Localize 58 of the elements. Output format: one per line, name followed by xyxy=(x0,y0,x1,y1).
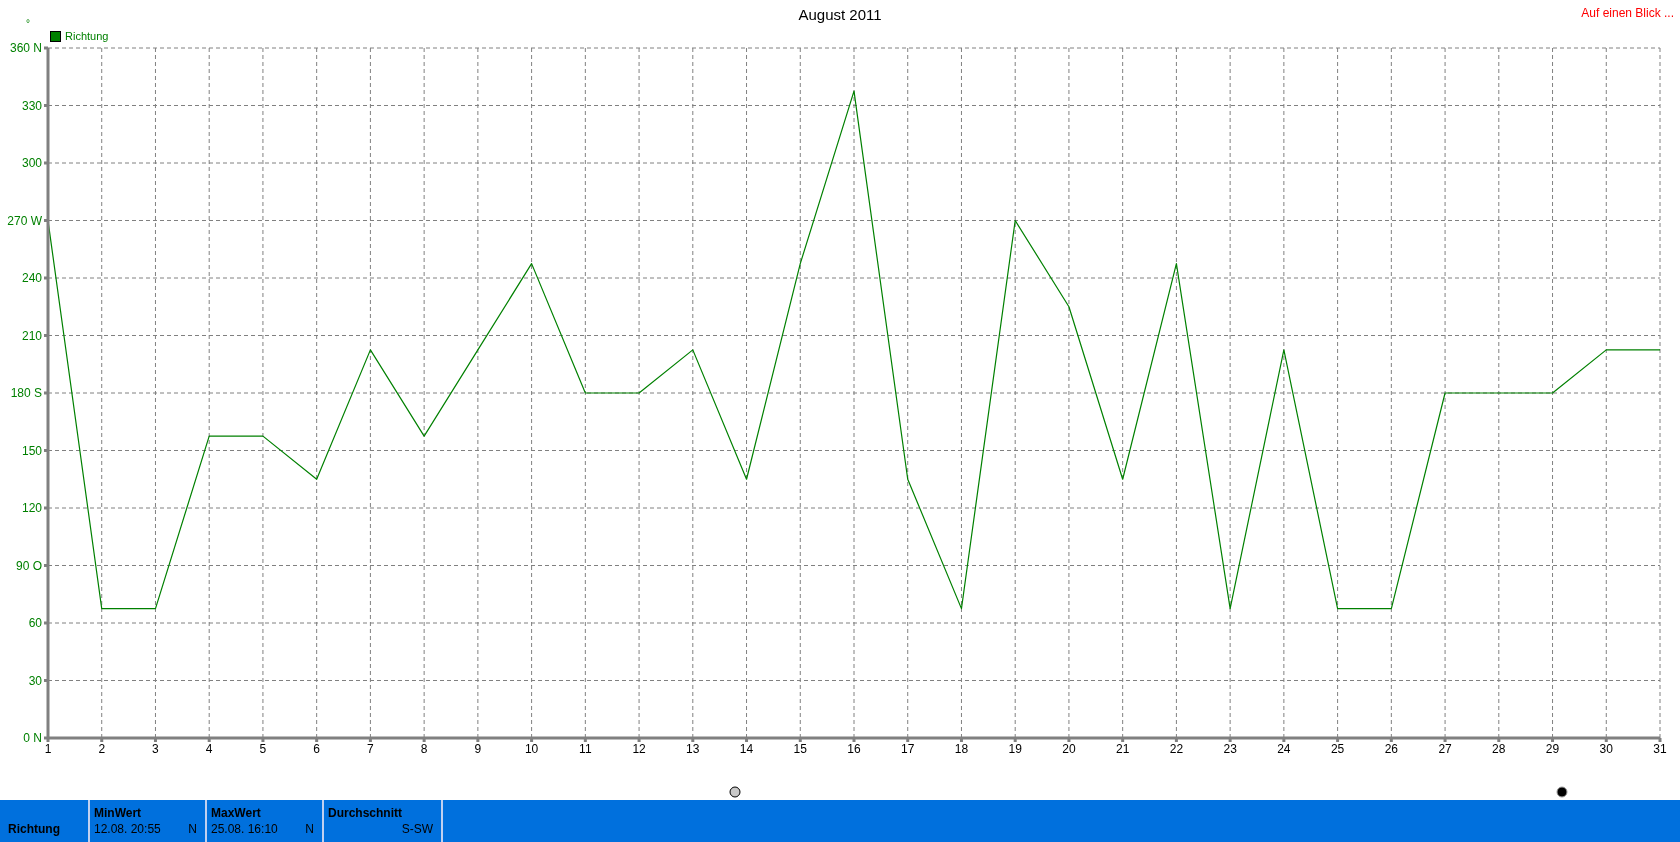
y-tick-label: 330 xyxy=(21,98,43,113)
x-tick-label: 9 xyxy=(474,741,482,756)
x-tick-label: 31 xyxy=(1653,741,1667,756)
x-tick-label: 25 xyxy=(1330,741,1345,756)
y-tick-label: 360 N xyxy=(9,41,42,56)
text: 12.08. 20:55 xyxy=(94,822,161,836)
text: N xyxy=(188,822,197,836)
text: 25.08. 16:10 xyxy=(211,822,278,836)
x-tick-label: 8 xyxy=(420,741,428,756)
x-tick-label: 4 xyxy=(205,741,213,756)
x-tick-label: 23 xyxy=(1223,741,1238,756)
y-tick-label: 240 xyxy=(21,271,43,286)
x-tick-label: 6 xyxy=(313,741,321,756)
x-tick-label: 22 xyxy=(1169,741,1184,756)
x-tick-label: 15 xyxy=(793,741,808,756)
y-tick-label: 30 xyxy=(28,673,43,688)
x-tick-label: 13 xyxy=(686,741,700,756)
x-tick-label: 24 xyxy=(1277,741,1291,756)
x-tick-label: 10 xyxy=(524,741,539,756)
y-tick-label: 150 xyxy=(21,443,43,458)
x-tick-label: 19 xyxy=(1008,741,1023,756)
x-tick-label: 26 xyxy=(1384,741,1399,756)
text: S-SW xyxy=(401,822,433,836)
x-tick-label: 18 xyxy=(954,741,969,756)
y-tick-label: 210 xyxy=(21,328,43,343)
text: MaxWert xyxy=(211,806,261,820)
text: Richtung xyxy=(8,822,60,836)
x-tick-label: 30 xyxy=(1599,741,1614,756)
x-tick-label: 11 xyxy=(579,741,592,756)
x-tick-label: 17 xyxy=(901,741,915,756)
y-tick-label: 0 N xyxy=(23,731,42,746)
y-tick-label: 180 S xyxy=(10,386,42,401)
x-tick-label: 16 xyxy=(847,741,861,756)
text: Auf einen Blick ... xyxy=(1581,6,1674,20)
x-tick-label: 29 xyxy=(1545,741,1560,756)
y-tick-label: 270 W xyxy=(7,213,43,228)
x-tick-label: 7 xyxy=(367,741,375,756)
y-tick-label: 60 xyxy=(28,616,43,631)
text: N xyxy=(305,822,314,836)
text: MinWert xyxy=(94,806,142,820)
x-tick-label: 1 xyxy=(44,741,52,756)
y-tick-label: 90 O xyxy=(15,558,42,573)
y-tick-label: 300 xyxy=(21,156,43,171)
x-tick-label: 27 xyxy=(1438,741,1453,756)
line-series xyxy=(48,90,1660,610)
text: Durchschnitt xyxy=(328,806,403,820)
x-tick-label: 2 xyxy=(98,741,106,756)
x-tick-label: 12 xyxy=(632,741,647,756)
y-axis-title: ° xyxy=(26,18,30,29)
y-tick-label: 120 xyxy=(21,501,43,516)
legend-label: Richtung xyxy=(64,30,109,42)
x-tick-label: 3 xyxy=(152,741,160,756)
x-tick-label: 28 xyxy=(1492,741,1506,756)
x-tick-label: 21 xyxy=(1115,741,1130,756)
x-tick-label: 5 xyxy=(259,741,267,756)
x-tick-label: 14 xyxy=(739,741,754,756)
chart-title: August 2011 xyxy=(798,6,882,23)
x-tick-label: 20 xyxy=(1062,741,1076,756)
